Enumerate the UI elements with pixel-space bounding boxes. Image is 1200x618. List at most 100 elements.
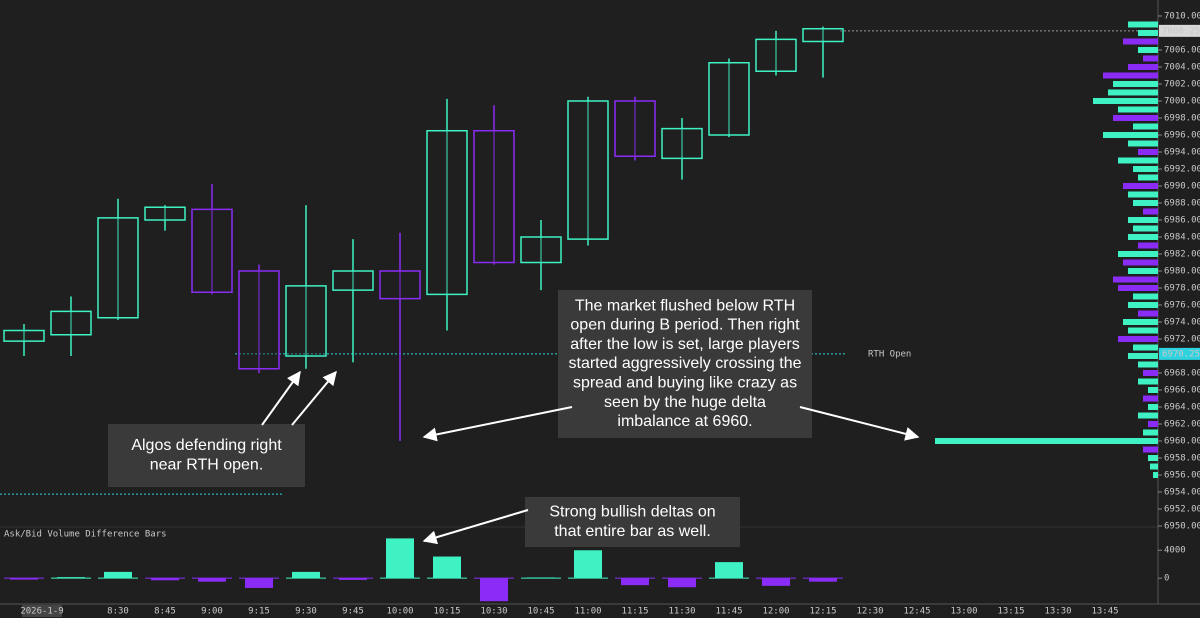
y-tick-label: 6984.00 (1164, 232, 1200, 242)
y-tick-label: 7000.00 (1164, 96, 1200, 106)
delta-bar (292, 571, 320, 579)
x-tick-label: 2026-1-9 (20, 607, 63, 617)
price-tag-bg (1159, 24, 1200, 37)
candle-body (755, 38, 797, 72)
profile-bar (1138, 46, 1158, 53)
y-tick-label: 6954.00 (1164, 488, 1200, 498)
delta-bar (198, 578, 226, 582)
annotation-text: imbalance at 6960. (617, 413, 752, 430)
y-tick-label: 6996.00 (1164, 130, 1200, 140)
profile-bar (1093, 97, 1158, 104)
x-tick-label: 12:00 (762, 607, 789, 617)
profile-bar (1143, 370, 1158, 377)
profile-bar (1118, 106, 1158, 113)
date-box (22, 605, 62, 617)
candle-body (144, 206, 186, 221)
annotation-text: Algos defending right (131, 437, 282, 454)
profile-bar (1103, 131, 1158, 138)
profile-bar (1123, 259, 1158, 266)
annotation-text: Strong bullish deltas on (549, 504, 715, 521)
profile-bar (1118, 157, 1158, 164)
y-tick-label: 7002.00 (1164, 79, 1200, 89)
y-tick-label: 7006.00 (1164, 45, 1200, 55)
y-tick-label: 7004.00 (1164, 62, 1200, 72)
y-tick-label: 6964.00 (1164, 403, 1200, 413)
profile-bar (1148, 455, 1158, 462)
y-tick-label: 6968.00 (1164, 369, 1200, 379)
profile-bar (1138, 174, 1158, 181)
profile-bar (1148, 404, 1158, 411)
profile-bar (1148, 387, 1158, 394)
y-tick-label: 6982.00 (1164, 249, 1200, 259)
y-tick-label: 6990.00 (1164, 181, 1200, 191)
profile-bar (1143, 208, 1158, 215)
x-tick-label: 9:15 (248, 607, 270, 617)
y-tick-label: 6960.00 (1164, 437, 1200, 447)
x-tick-label: 10:45 (527, 607, 554, 617)
y-tick-label: 6976.00 (1164, 301, 1200, 311)
profile-bar (1128, 327, 1158, 334)
arrows (261, 370, 920, 545)
profile-bar (1138, 378, 1158, 385)
profile-bar (1138, 242, 1158, 249)
x-tick-label: 13:00 (950, 607, 977, 617)
delta-bar (621, 578, 649, 586)
price-tag: 6970.25 (1162, 349, 1200, 359)
candle-body (285, 285, 327, 357)
annotation-text: open during B period. Then right (570, 317, 800, 334)
x-tick-label: 11:30 (668, 607, 695, 617)
profile-bar (1123, 319, 1158, 326)
annotation-box (558, 290, 812, 438)
profile-bar (1128, 21, 1158, 28)
candle-body (614, 100, 656, 157)
profile-bar (1138, 29, 1158, 36)
y-tick-label: 7010.00 (1164, 11, 1200, 21)
profile-bar (1118, 285, 1158, 292)
profile-bar (1148, 421, 1158, 428)
arrow (422, 406, 573, 442)
annotation-text: near RTH open. (150, 456, 264, 473)
profile-bar (1128, 302, 1158, 309)
pane-title: Ask/Bid Volume Difference Bars (4, 530, 167, 540)
x-tick-label: 10:15 (433, 607, 460, 617)
y-tick-label: 6994.00 (1164, 147, 1200, 157)
profile-bar (1133, 199, 1158, 206)
candle-body (379, 270, 421, 300)
profile-bar (1143, 429, 1158, 436)
arrow (261, 370, 301, 426)
arrow (799, 406, 920, 441)
delta-bar (668, 578, 696, 588)
candle-body (50, 310, 92, 336)
candle-body (426, 129, 468, 296)
candle-body (520, 236, 562, 264)
y-tick-label: 6958.00 (1164, 454, 1200, 464)
profile-bar (1128, 353, 1158, 360)
x-tick-label: 11:15 (621, 607, 648, 617)
x-tick-label: 9:30 (295, 607, 317, 617)
profile-bar (1138, 148, 1158, 155)
y-tick-label: 6972.00 (1164, 335, 1200, 345)
x-tick-label: 13:45 (1091, 607, 1118, 617)
y-tick-label: 6986.00 (1164, 215, 1200, 225)
profile-bar (1138, 412, 1158, 419)
arrow (422, 509, 529, 545)
annotation-text: spread and buying like crazy as (573, 375, 797, 392)
candle-body (3, 329, 45, 342)
candle-body (332, 270, 374, 291)
y-tick-label: 6952.00 (1164, 505, 1200, 515)
y-tick-label: 6988.00 (1164, 198, 1200, 208)
profile-bar (1128, 268, 1158, 275)
delta-bar (574, 550, 602, 579)
profile-bar (1128, 216, 1158, 223)
y-tick-label: 6998.00 (1164, 113, 1200, 123)
y-tick-label: 6956.00 (1164, 471, 1200, 481)
profile-bar (1150, 463, 1158, 470)
price-tag: 7008.25 (1162, 26, 1200, 36)
x-tick-label: 12:15 (809, 607, 836, 617)
delta-bar (809, 578, 837, 582)
candle-body (97, 217, 139, 319)
x-tick-label: 8:30 (107, 607, 129, 617)
x-tick-label: 9:45 (342, 607, 364, 617)
delta-bar (433, 556, 461, 579)
profile-bar (1143, 55, 1158, 62)
